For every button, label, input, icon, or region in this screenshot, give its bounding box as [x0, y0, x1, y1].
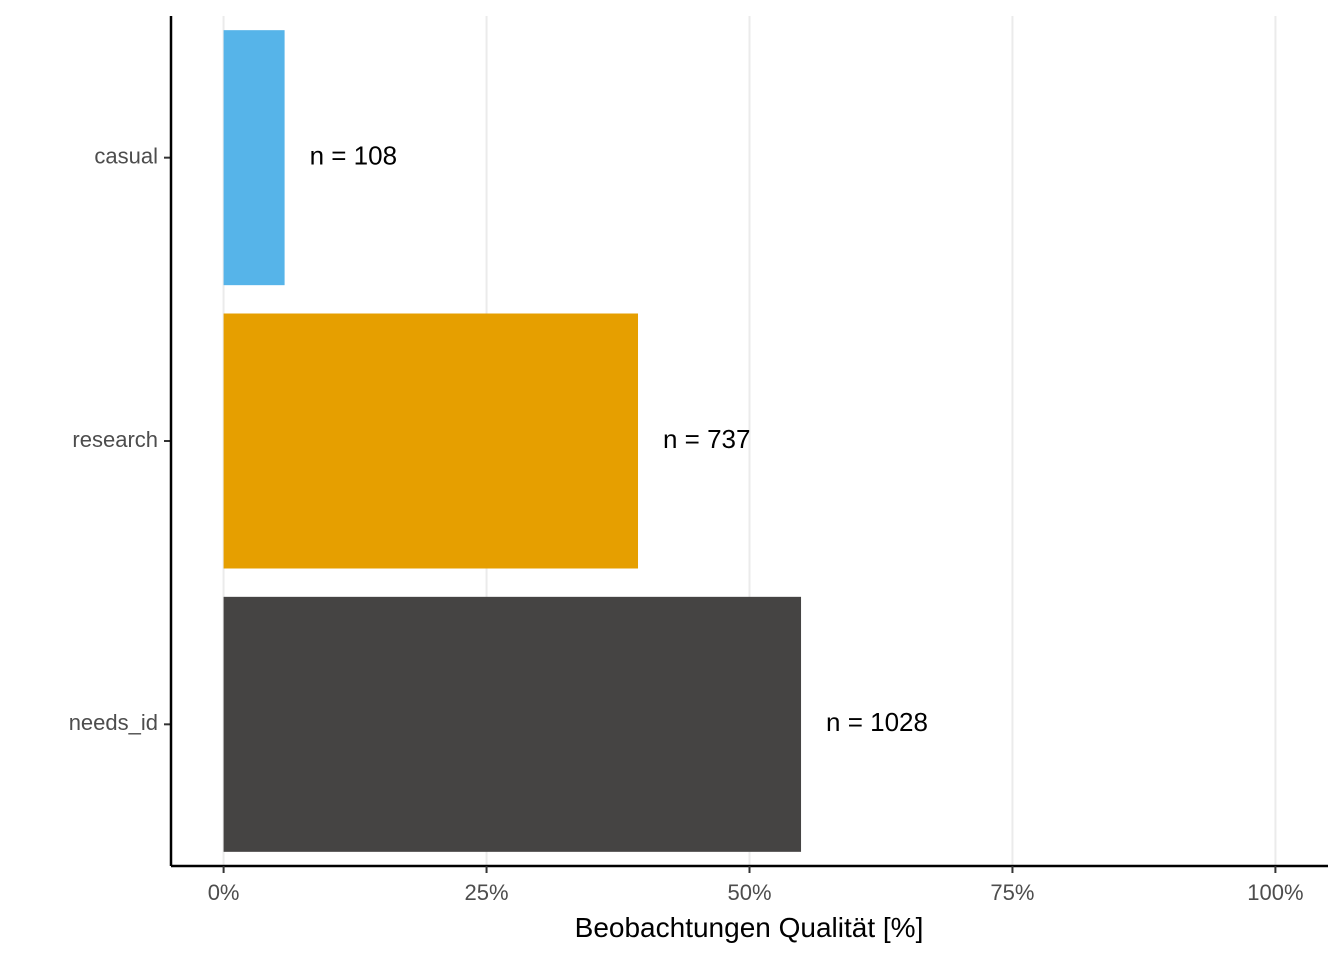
- bar-needs_id: [223, 596, 802, 852]
- y-tick-label-research: research: [72, 427, 158, 452]
- x-tick-label-1: 25%: [465, 880, 509, 905]
- data-label-casual: n = 108: [310, 141, 397, 171]
- bars: [223, 30, 802, 852]
- x-axis-title: Beobachtungen Qualität [%]: [575, 912, 924, 943]
- data-label-research: n = 737: [663, 424, 750, 454]
- data-labels: n = 108 n = 737 n = 1028: [310, 141, 928, 738]
- data-label-needs_id: n = 1028: [826, 707, 928, 737]
- axes: casual research needs_id 0% 25% 50% 75% 100%: [69, 16, 1328, 905]
- x-tick-label-0: 0%: [208, 880, 240, 905]
- bar-research: [223, 313, 639, 569]
- x-tick-label-4: 100%: [1247, 880, 1303, 905]
- x-tick-label-3: 75%: [990, 880, 1034, 905]
- y-tick-label-needs_id: needs_id: [69, 710, 158, 735]
- bar-casual: [223, 30, 285, 286]
- y-tick-label-casual: casual: [94, 143, 158, 168]
- x-tick-label-2: 50%: [727, 880, 771, 905]
